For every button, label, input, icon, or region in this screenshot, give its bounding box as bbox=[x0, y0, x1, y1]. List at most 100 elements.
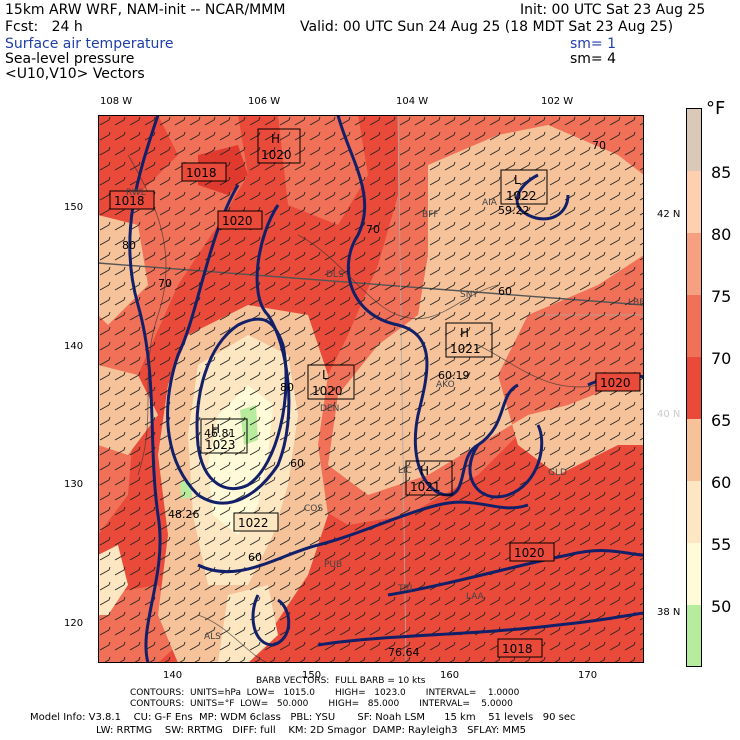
svg-text:AKO: AKO bbox=[436, 380, 455, 390]
svg-text:DEN: DEN bbox=[320, 404, 339, 414]
high-center: H 1023 bbox=[200, 418, 248, 454]
station-labels: RWL BFF AIA DLS SNY LBF AKO DEN GLD LIC … bbox=[126, 188, 644, 642]
low-center: L 1020 bbox=[307, 364, 355, 400]
wind-barbs bbox=[98, 115, 644, 663]
svg-text:H: H bbox=[211, 422, 220, 436]
high-center: H 1020 bbox=[257, 128, 301, 164]
temp-contour-label: 70 bbox=[592, 139, 606, 152]
colorbar-bin bbox=[687, 109, 701, 171]
temp-contour-label: 80 bbox=[122, 239, 136, 252]
init-time: Init: 00 UTC Sat 23 Aug 25 bbox=[520, 2, 706, 18]
svg-text:L: L bbox=[322, 368, 329, 382]
contours-pressure: CONTOURS: UNITS=hPa LOW= 1015.0 HIGH= 10… bbox=[130, 688, 520, 698]
colorbar bbox=[686, 108, 702, 667]
colorbar-bin bbox=[687, 481, 701, 543]
colorbar-label: 55 bbox=[711, 535, 732, 554]
colorbar-label: 80 bbox=[711, 225, 732, 244]
lon-label: 108 W bbox=[100, 96, 133, 107]
svg-text:PUB: PUB bbox=[324, 560, 342, 570]
svg-text:1018: 1018 bbox=[186, 166, 217, 180]
model-title: 15km ARW WRF, NAM-init -- NCAR/MMM bbox=[5, 2, 286, 18]
x-tick-label: 140 bbox=[163, 670, 183, 681]
svg-text:1018: 1018 bbox=[114, 194, 145, 208]
valid-time: Valid: 00 UTC Sun 24 Aug 25 (18 MDT Sat … bbox=[300, 19, 674, 35]
svg-text:RWL: RWL bbox=[126, 188, 146, 198]
x-tick-label: 150 bbox=[302, 670, 322, 681]
temp-contour-label: 80 bbox=[280, 381, 294, 394]
svg-text:1020: 1020 bbox=[514, 546, 545, 560]
isobar-label: 1020 bbox=[509, 542, 555, 562]
lon-label: 106 W bbox=[248, 96, 281, 107]
svg-text:H: H bbox=[460, 326, 469, 340]
lon-label: 104 W bbox=[396, 96, 429, 107]
y-tick-label: 120 bbox=[64, 618, 84, 629]
colorbar-label: 50 bbox=[711, 597, 732, 616]
x-tick-label: 160 bbox=[440, 670, 460, 681]
colorbar-bin bbox=[687, 171, 701, 233]
colorbar-label: 85 bbox=[711, 163, 732, 182]
temp-contour-label: 60 bbox=[290, 457, 304, 470]
colorbar-bin bbox=[687, 605, 701, 666]
model-info: Model Info: V3.8.1 CU: G-F Ens MP: WDM 6… bbox=[30, 712, 576, 723]
temp-extreme-value: 76.64 bbox=[388, 646, 420, 659]
smoothing-temp: sm= 1 bbox=[570, 36, 617, 52]
model-physics: LW: RRTMG SW: RRTMG DIFF: full KM: 2D Sm… bbox=[96, 725, 526, 736]
lat-label: 38 N bbox=[657, 607, 681, 618]
barb-legend: BARB VECTORS: FULL BARB = 10 kts bbox=[256, 676, 426, 686]
svg-text:1020: 1020 bbox=[261, 148, 292, 162]
colorbar-label: 70 bbox=[711, 349, 732, 368]
svg-text:TRI: TRI bbox=[397, 584, 412, 594]
y-tick-label: 150 bbox=[64, 202, 84, 213]
colorbar-label: 75 bbox=[711, 287, 732, 306]
smoothing-pressure: sm= 4 bbox=[570, 51, 617, 67]
y-tick-label: 130 bbox=[64, 479, 84, 490]
svg-text:L: L bbox=[514, 173, 521, 187]
svg-text:1018: 1018 bbox=[502, 642, 533, 656]
colorbar-bin bbox=[687, 233, 701, 295]
svg-text:1023: 1023 bbox=[205, 438, 236, 452]
temp-extreme-value: 48.26 bbox=[168, 508, 200, 521]
lat-label: 42 N bbox=[657, 209, 681, 220]
x-tick-label: 170 bbox=[578, 670, 598, 681]
svg-text:LBF: LBF bbox=[628, 298, 644, 308]
isobar-label: 1020 bbox=[595, 372, 641, 392]
field-temperature: Surface air temperature bbox=[5, 36, 174, 52]
high-center: H 1021 bbox=[405, 460, 453, 496]
field-vectors: <U10,V10> Vectors bbox=[5, 66, 145, 82]
temp-extreme-value: 60.19 bbox=[438, 369, 470, 382]
isobar-label: 1022 bbox=[233, 512, 279, 532]
temp-extreme-value: 46.81 bbox=[204, 427, 236, 440]
isobar-label: 1018 bbox=[109, 190, 155, 210]
lat-label: 40 N bbox=[657, 409, 681, 420]
colorbar-bin bbox=[687, 419, 701, 481]
svg-text:1022: 1022 bbox=[238, 516, 269, 530]
colorbar-label: 60 bbox=[711, 473, 732, 492]
high-center: H 1021 bbox=[445, 322, 493, 358]
low-center: L 1022 bbox=[500, 169, 548, 205]
svg-text:1020: 1020 bbox=[312, 384, 343, 398]
temp-contour-label: 60 bbox=[248, 551, 262, 564]
svg-text:LAA: LAA bbox=[466, 592, 485, 602]
svg-text:1022: 1022 bbox=[506, 189, 537, 203]
weather-map: H 1020 H 1021 H 1023 H 1021 L 1022 L 102… bbox=[98, 115, 644, 663]
colorbar-label: 65 bbox=[711, 411, 732, 430]
temp-extreme-value: 59.22 bbox=[498, 204, 530, 217]
svg-text:ALS: ALS bbox=[204, 632, 221, 642]
colorbar-bin bbox=[687, 295, 701, 357]
colorbar-unit: °F bbox=[706, 98, 726, 119]
svg-text:H: H bbox=[271, 132, 280, 146]
forecast-hour: Fcst: 24 h bbox=[5, 19, 83, 35]
svg-text:DLS: DLS bbox=[326, 270, 344, 280]
svg-text:AIA: AIA bbox=[482, 198, 498, 208]
field-pressure: Sea-level pressure bbox=[5, 51, 135, 67]
temp-contour-label: 70 bbox=[158, 277, 172, 290]
svg-text:1021: 1021 bbox=[410, 480, 441, 494]
svg-text:SNY: SNY bbox=[460, 290, 478, 300]
svg-text:GLD: GLD bbox=[548, 468, 567, 478]
contours-temperature: CONTOURS: UNITS=°F LOW= 50.000 HIGH= 85.… bbox=[130, 699, 513, 709]
isobar-label: 1020 bbox=[217, 210, 263, 230]
svg-text:COS: COS bbox=[304, 504, 323, 514]
svg-text:1020: 1020 bbox=[222, 214, 253, 228]
svg-text:BFF: BFF bbox=[422, 210, 439, 220]
svg-text:H: H bbox=[420, 464, 429, 478]
